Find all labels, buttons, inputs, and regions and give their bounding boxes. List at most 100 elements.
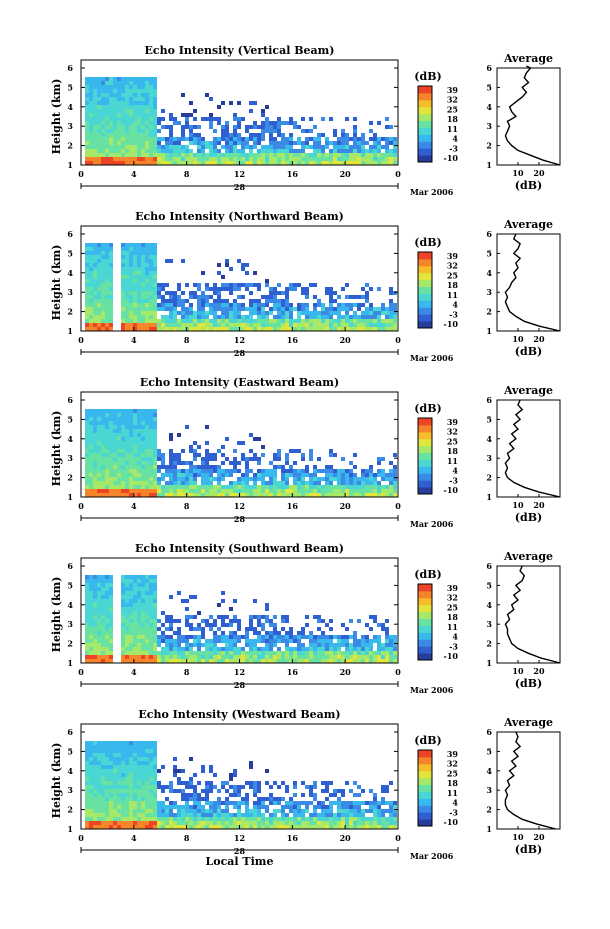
heatmap-cell	[97, 295, 101, 299]
heatmap-cell	[221, 461, 225, 465]
heatmap-cell	[141, 323, 145, 327]
heatmap-cell	[177, 287, 181, 291]
heatmap-cell	[149, 129, 153, 133]
heatmap-cell	[161, 631, 165, 635]
heatmap-cell	[277, 659, 281, 663]
heatmap-cell	[89, 141, 93, 145]
heatmap-cell	[113, 797, 117, 801]
heatmap-cell	[369, 145, 373, 149]
heatmap-cell	[389, 461, 393, 465]
heatmap-cell	[185, 813, 189, 817]
heatmap-cell	[381, 623, 385, 627]
heatmap-cell	[117, 777, 121, 781]
heatmap-cell	[85, 603, 89, 607]
heatmap-cell	[341, 129, 345, 133]
heatmap-cell	[349, 149, 353, 153]
heatmap-cell	[105, 153, 109, 157]
heatmap-cell	[281, 813, 285, 817]
heatmap-cell	[149, 623, 153, 627]
heatmap-cell	[389, 481, 393, 485]
heatmap-cell	[97, 457, 101, 461]
heatmap-cell	[293, 149, 297, 153]
heatmap-cell	[101, 813, 105, 817]
heatmap-cell	[385, 489, 389, 493]
heatmap-cell	[273, 659, 277, 663]
heatmap-cell	[109, 271, 113, 275]
heatmap-cell	[185, 319, 189, 323]
heatmap-cell	[233, 457, 237, 461]
heatmap-cell	[141, 643, 145, 647]
heatmap-cell	[205, 781, 209, 785]
heatmap-cell	[261, 327, 265, 331]
heatmap-cell	[117, 421, 121, 425]
heatmap-cell	[153, 271, 157, 275]
heatmap-cell	[377, 813, 381, 817]
x-tick-label: 4	[131, 667, 137, 677]
heatmap-cell	[85, 161, 89, 165]
heatmap-cell	[265, 607, 269, 611]
heatmap-cell	[321, 133, 325, 137]
heatmap-cell	[193, 651, 197, 655]
heatmap-cell	[313, 651, 317, 655]
heatmap-cell	[221, 287, 225, 291]
colorbar-swatch	[418, 279, 432, 288]
heatmap-cell	[89, 413, 93, 417]
heatmap-cell	[233, 647, 237, 651]
heatmap-cell	[97, 761, 101, 765]
heatmap-cell	[109, 647, 113, 651]
heatmap-cell	[121, 141, 125, 145]
heatmap-cell	[121, 81, 125, 85]
heatmap-cell	[221, 599, 225, 603]
heatmap-cell	[181, 805, 185, 809]
heatmap-cell	[317, 627, 321, 631]
heatmap-cell	[153, 599, 157, 603]
heatmap-cell	[173, 619, 177, 623]
heatmap-cell	[285, 311, 289, 315]
heatmap-cell	[121, 89, 125, 93]
heatmap-cell	[125, 809, 129, 813]
heatmap-cell	[129, 323, 133, 327]
heatmap-cell	[393, 489, 397, 493]
heatmap-cell	[241, 323, 245, 327]
heatmap-cell	[297, 307, 301, 311]
heatmap-cell	[97, 643, 101, 647]
heatmap-cell	[333, 825, 337, 829]
heatmap-cell	[261, 161, 265, 165]
heatmap-cell	[337, 327, 341, 331]
heatmap-cell	[89, 461, 93, 465]
heatmap-cell	[145, 493, 149, 497]
heatmap-cell	[145, 753, 149, 757]
heatmap-cell	[285, 651, 289, 655]
heatmap-cell	[217, 323, 221, 327]
heatmap-cell	[233, 129, 237, 133]
heatmap-cell	[341, 473, 345, 477]
heatmap-cell	[369, 651, 373, 655]
heatmap-cell	[345, 821, 349, 825]
heatmap-cell	[157, 485, 161, 489]
heatmap-cell	[193, 137, 197, 141]
heatmap-cell	[89, 575, 93, 579]
heatmap-cell	[221, 639, 225, 643]
heatmap-cell	[357, 161, 361, 165]
heatmap-cell	[353, 117, 357, 121]
heatmap-cell	[105, 493, 109, 497]
heatmap-cell	[269, 793, 273, 797]
heatmap-cell	[109, 595, 113, 599]
heatmap-cell	[93, 793, 97, 797]
heatmap-cell	[117, 117, 121, 121]
heatmap-cell	[121, 765, 125, 769]
heatmap-cell	[285, 461, 289, 465]
colorbar-swatch	[418, 584, 432, 592]
heatmap-cell	[93, 243, 97, 247]
heatmap-cell	[249, 153, 253, 157]
colorbar-tick-label: 39	[447, 749, 459, 759]
heatmap-cell	[321, 161, 325, 165]
heatmap-cell	[373, 805, 377, 809]
heatmap-cell	[165, 141, 169, 145]
heatmap-cell	[125, 599, 129, 603]
heatmap-cell	[285, 327, 289, 331]
heatmap-cell	[249, 825, 253, 829]
heatmap-cell	[145, 327, 149, 331]
y-tick-label: 3	[67, 785, 73, 795]
heatmap-cell	[181, 129, 185, 133]
